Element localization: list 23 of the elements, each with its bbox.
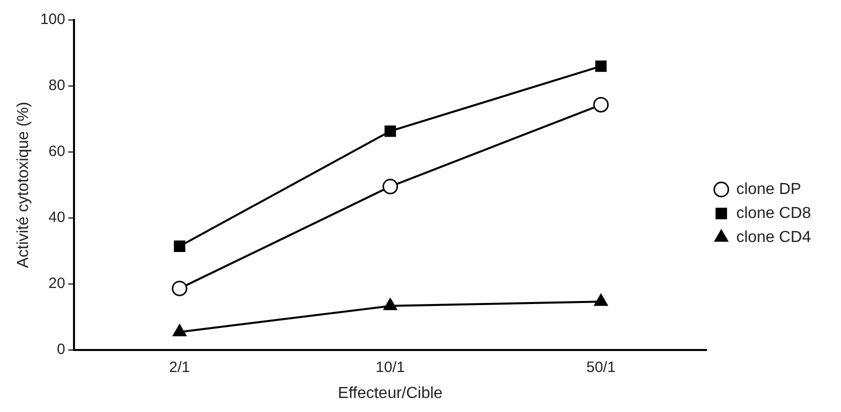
legend-label: clone CD8 bbox=[736, 204, 812, 222]
point bbox=[384, 125, 396, 137]
point bbox=[594, 294, 608, 306]
point bbox=[172, 280, 188, 296]
y-tick-label: 100 bbox=[40, 11, 66, 28]
point bbox=[595, 60, 607, 72]
y-tick-label: 60 bbox=[48, 143, 66, 160]
x-tick-label: 10/1 bbox=[376, 358, 405, 376]
x-tick-label: 2/1 bbox=[169, 358, 190, 376]
legend-label: clone CD4 bbox=[736, 228, 812, 246]
point bbox=[172, 324, 186, 336]
point bbox=[383, 298, 398, 310]
y-tick-label: 40 bbox=[48, 209, 66, 226]
y-axis-title: Activité cytotoxique (%) bbox=[15, 102, 32, 268]
y-tick-label: 20 bbox=[48, 274, 66, 292]
point bbox=[174, 240, 186, 252]
x-tick-label: 50/1 bbox=[586, 358, 616, 376]
y-tick-label: 0 bbox=[56, 340, 66, 358]
point bbox=[593, 97, 609, 113]
x-axis-title: Effecteur/Cible bbox=[338, 384, 443, 402]
y-tick-label: 80 bbox=[48, 77, 66, 94]
point bbox=[382, 178, 398, 194]
legend-label: clone DP bbox=[736, 180, 802, 198]
